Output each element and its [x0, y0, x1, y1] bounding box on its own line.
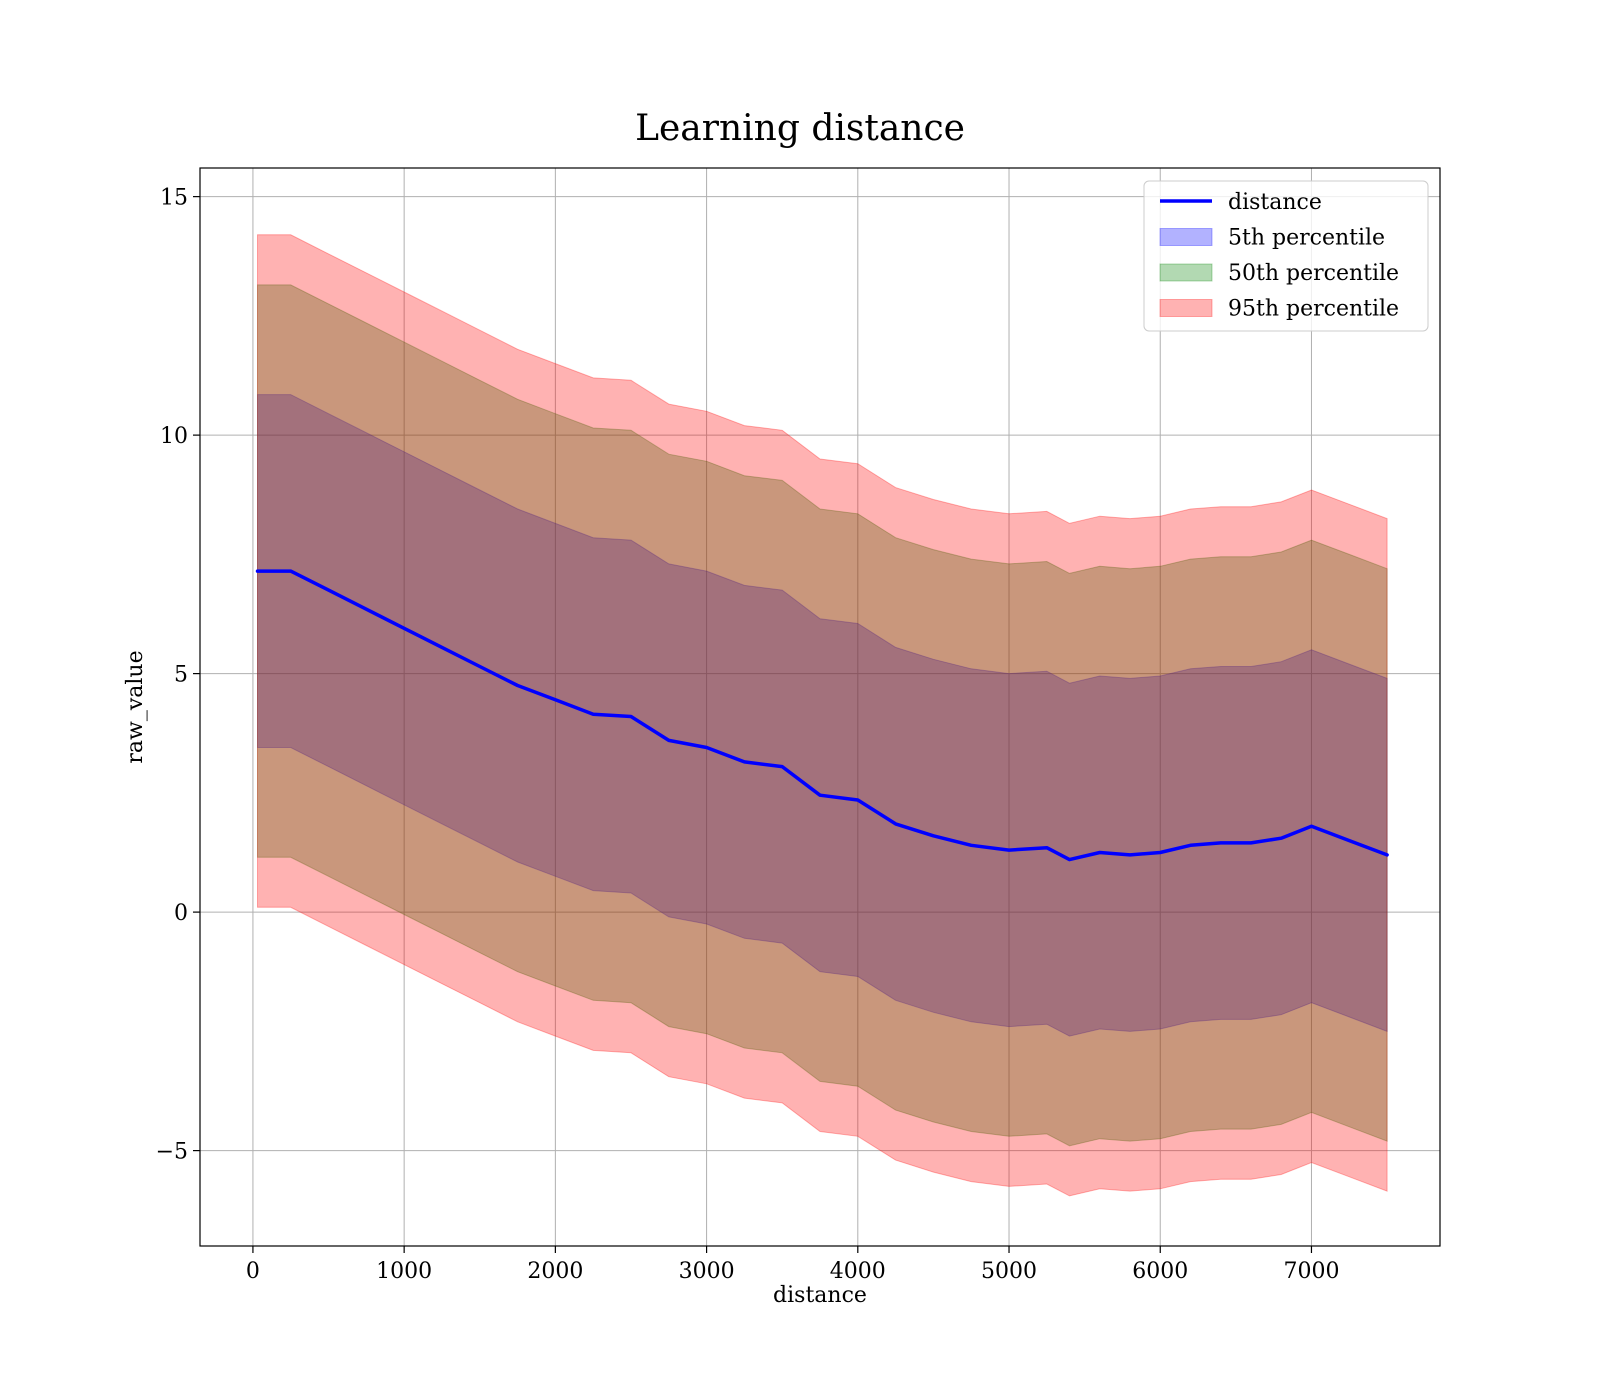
band-50th-percentile — [257, 284, 1388, 1147]
band-5th-percentile — [257, 394, 1388, 1037]
x-tick-label: 4000 — [830, 1259, 886, 1284]
x-tick-label: 6000 — [1132, 1259, 1188, 1284]
x-axis-ticks: 0 1000 2000 3000 4000 5000 6000 7000 — [246, 1246, 1339, 1284]
x-tick-label: 1000 — [376, 1259, 432, 1284]
plot-frame — [199, 167, 1441, 1247]
legend-swatch — [1159, 228, 1213, 246]
x-tick-label: 2000 — [527, 1259, 583, 1284]
x-axis-label: distance — [773, 1283, 867, 1308]
chart-title: Learning distance — [635, 108, 965, 149]
band-95th-percentile — [257, 234, 1388, 1197]
x-tick-label: 7000 — [1283, 1259, 1339, 1284]
y-tick-label: 10 — [160, 424, 188, 449]
legend-swatch — [1159, 299, 1213, 317]
legend-box — [1143, 180, 1429, 332]
line-distance — [255, 569, 1389, 862]
y-tick-label: 5 — [174, 663, 188, 688]
legend-label: 5th percentile — [1228, 226, 1385, 251]
y-axis-label: raw_value — [123, 650, 148, 763]
y-tick-label: 15 — [160, 186, 188, 211]
x-tick-label: 3000 — [679, 1259, 735, 1284]
x-tick-label: 0 — [246, 1259, 260, 1284]
legend-swatch — [1159, 263, 1213, 282]
legend-label: 95th percentile — [1228, 297, 1399, 322]
y-axis-ticks: −5 0 5 10 15 — [156, 186, 200, 1165]
legend: distance 5th percentile 50th percentile 95t… — [1143, 180, 1429, 332]
y-tick-label: −5 — [156, 1140, 188, 1165]
x-tick-label: 5000 — [981, 1259, 1037, 1284]
y-tick-label: 0 — [174, 901, 188, 926]
series-lines — [255, 569, 1389, 862]
percentile-bands — [257, 234, 1388, 1197]
legend-label: 50th percentile — [1228, 261, 1399, 286]
legend-label: distance — [1228, 190, 1322, 215]
